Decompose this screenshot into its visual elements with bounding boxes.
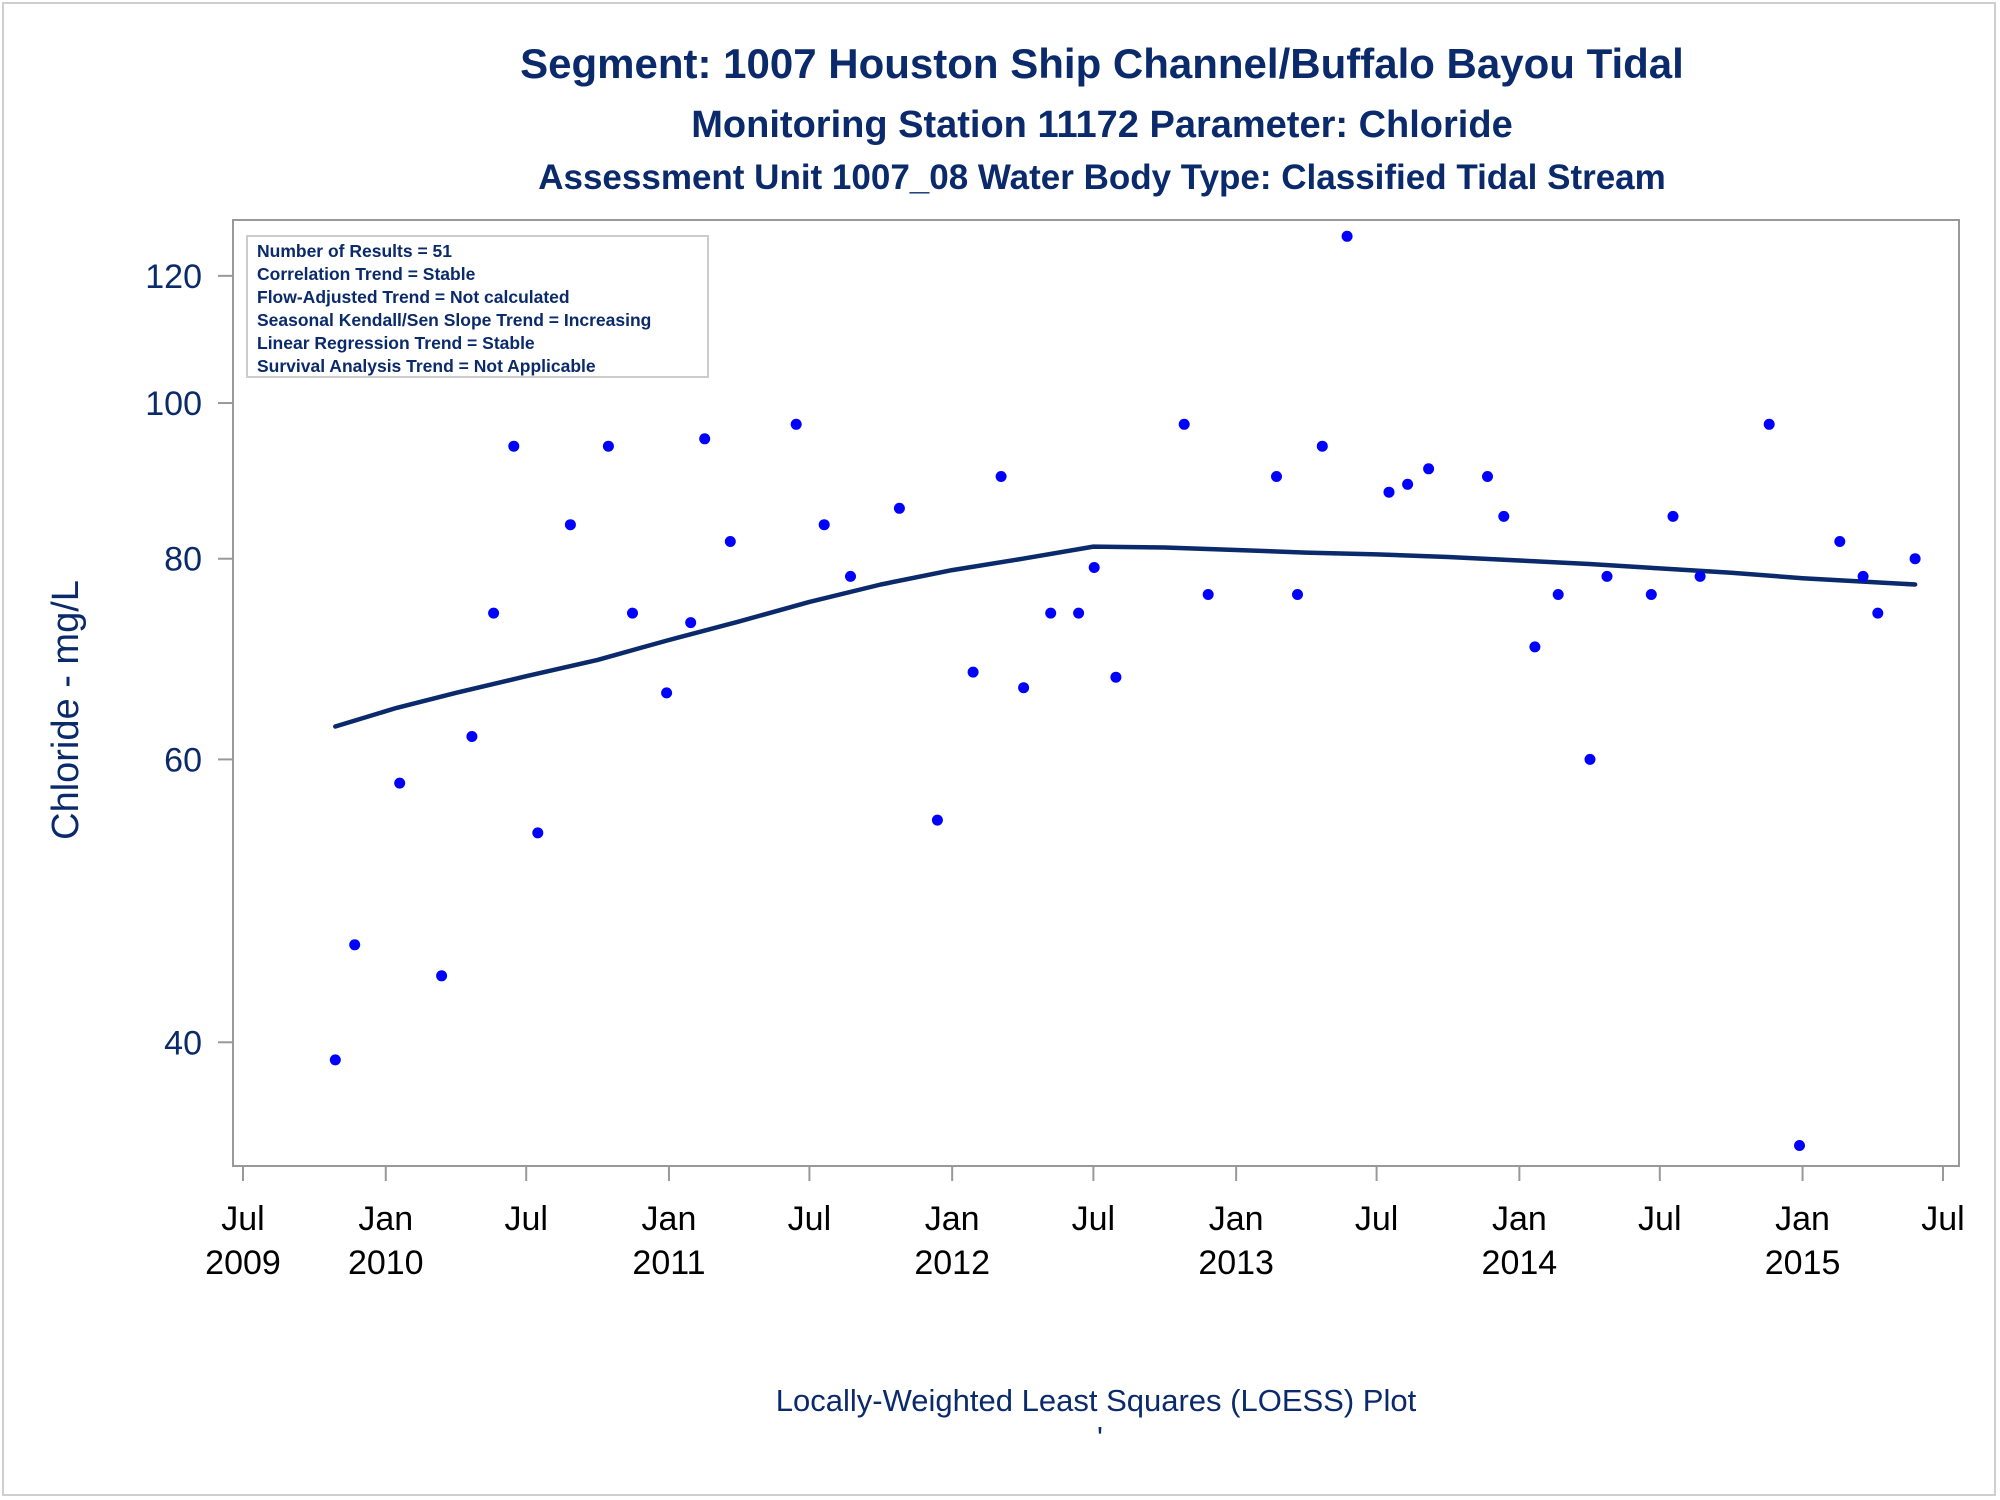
x-tick-label-month-8: Jul: [1355, 1200, 1398, 1238]
data-point-40: [1584, 753, 1596, 765]
stats-survival-analysis-trend: Survival Analysis Trend = Not Applicable: [257, 356, 596, 376]
data-point-36: [1482, 471, 1493, 482]
x-tick-label-year-5: 2012: [914, 1244, 990, 1282]
data-point-1: [349, 939, 361, 951]
data-point-21: [995, 471, 1007, 482]
data-point-8: [564, 519, 576, 531]
x-tick-label-year-9: 2014: [1482, 1244, 1558, 1282]
stats-box: Number of Results = 51 Correlation Trend…: [246, 235, 709, 378]
y-tick-label-80: 80: [164, 541, 202, 579]
x-tick-label-month-10: Jul: [1638, 1200, 1681, 1238]
y-axis-label: Chloride - mg/L: [45, 580, 87, 840]
data-point-33: [1383, 486, 1395, 498]
data-point-20: [967, 666, 979, 678]
x-tick-label-month-9: Jan: [1492, 1200, 1547, 1238]
data-point-35: [1423, 463, 1435, 475]
plot-area: [232, 219, 1960, 1167]
data-point-6: [508, 440, 520, 452]
data-point-46: [1794, 1140, 1805, 1151]
data-point-3: [436, 970, 448, 982]
data-point-0: [329, 1054, 341, 1066]
data-point-11: [661, 687, 673, 699]
data-point-50: [1909, 553, 1921, 565]
x-tick-label-month-3: Jan: [642, 1200, 697, 1238]
chart-subtitle-assessment: Assessment Unit 1007_08 Water Body Type:…: [538, 158, 1666, 197]
x-tick-label-month-5: Jan: [925, 1200, 980, 1238]
data-point-29: [1271, 471, 1282, 482]
data-point-47: [1834, 536, 1846, 547]
data-point-24: [1073, 607, 1085, 619]
x-tick-label-year-1: 2010: [348, 1244, 424, 1282]
data-point-30: [1292, 589, 1303, 600]
data-point-42: [1645, 589, 1657, 600]
data-point-19: [931, 814, 943, 826]
footnote-mark: ': [1097, 1420, 1103, 1455]
data-point-48: [1857, 570, 1869, 582]
stats-flow-adjusted-trend: Flow-Adjusted Trend = Not calculated: [257, 287, 570, 307]
chart-subtitle-station: Monitoring Station 11172 Parameter: Chlo…: [691, 104, 1512, 146]
data-point-22: [1018, 682, 1030, 694]
data-point-39: [1552, 589, 1564, 600]
footnote-loess: Locally-Weighted Least Squares (LOESS) P…: [776, 1383, 1417, 1418]
data-point-15: [790, 418, 802, 430]
stats-correlation-trend: Correlation Trend = Stable: [257, 264, 476, 284]
data-point-18: [893, 502, 905, 514]
stats-linear-regression-trend: Linear Regression Trend = Stable: [257, 333, 535, 353]
y-tick-label-40: 40: [164, 1024, 202, 1062]
y-axis: 40 60 80 100 120: [145, 258, 233, 1062]
x-axis: Jul 2009 Jan 2010 Jul Jan 2011 Jul Jan 2012 Jul Jan…: [205, 1166, 1965, 1282]
x-tick-label-month-12: Jul: [1921, 1200, 1964, 1238]
x-tick-label-year-0: 2009: [205, 1244, 281, 1282]
data-point-45: [1763, 418, 1775, 430]
x-tick-label-month-2: Jul: [504, 1200, 547, 1238]
data-point-32: [1341, 230, 1353, 242]
data-point-14: [724, 536, 736, 547]
stats-seasonal-kendall-trend: Seasonal Kendall/Sen Slope Trend = Incre…: [257, 310, 651, 330]
data-point-10: [627, 607, 638, 619]
stats-box-border: [246, 235, 709, 378]
y-tick-label-100: 100: [145, 385, 202, 423]
data-points: [329, 230, 1921, 1151]
data-point-7: [532, 827, 544, 839]
data-point-4: [466, 731, 478, 742]
data-point-41: [1601, 570, 1613, 582]
data-point-38: [1529, 641, 1541, 653]
data-point-23: [1045, 607, 1057, 619]
data-point-9: [602, 440, 614, 452]
data-point-37: [1498, 510, 1510, 522]
data-point-28: [1202, 589, 1214, 600]
data-point-5: [488, 607, 500, 619]
x-tick-label-month-6: Jul: [1072, 1200, 1115, 1238]
data-point-2: [394, 777, 406, 789]
data-point-27: [1178, 418, 1190, 430]
data-point-12: [685, 617, 697, 629]
x-tick-label-year-11: 2015: [1765, 1244, 1841, 1282]
stats-number-of-results: Number of Results = 51: [257, 241, 452, 261]
data-point-13: [699, 433, 711, 445]
chart-title: Segment: 1007 Houston Ship Channel/Buffa…: [520, 40, 1684, 87]
data-point-17: [845, 570, 856, 582]
x-tick-label-month-0: Jul: [221, 1200, 264, 1238]
data-point-43: [1667, 510, 1679, 522]
data-point-31: [1316, 440, 1328, 452]
x-tick-label-year-3: 2011: [632, 1244, 705, 1282]
data-point-44: [1694, 570, 1706, 582]
x-tick-label-month-11: Jan: [1775, 1200, 1830, 1238]
x-tick-label-year-7: 2013: [1198, 1244, 1274, 1282]
x-tick-label-month-7: Jan: [1209, 1200, 1264, 1238]
x-tick-label-month-4: Jul: [788, 1200, 831, 1238]
loess-trend-line: [333, 544, 1918, 729]
data-point-25: [1088, 562, 1100, 573]
x-tick-label-month-1: Jan: [358, 1200, 413, 1238]
y-tick-label-120: 120: [145, 258, 202, 296]
data-point-16: [818, 519, 830, 531]
y-tick-label-60: 60: [164, 741, 202, 779]
data-point-26: [1110, 671, 1122, 683]
data-point-49: [1872, 607, 1884, 619]
data-point-34: [1402, 478, 1414, 490]
